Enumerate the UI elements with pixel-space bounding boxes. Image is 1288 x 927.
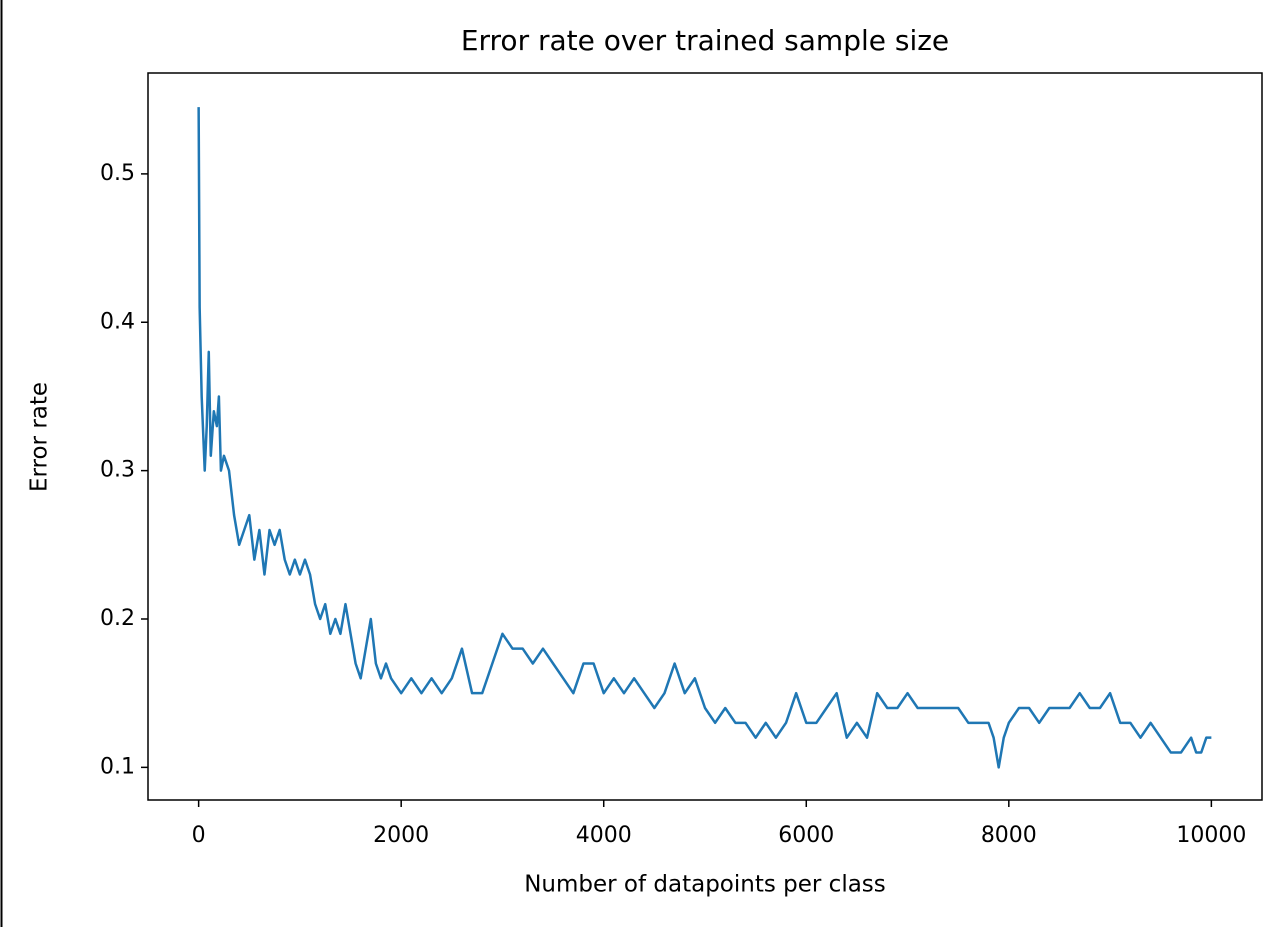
y-tick-label: 0.1: [100, 754, 135, 779]
y-tick-label: 0.3: [100, 458, 135, 483]
y-tick-label: 0.5: [100, 161, 135, 186]
x-tick-label: 0: [192, 823, 206, 848]
y-axis-label: Error rate: [27, 382, 53, 492]
y-tick-label: 0.2: [100, 606, 135, 631]
x-tick-label: 6000: [778, 823, 834, 848]
x-axis-label: Number of datapoints per class: [524, 872, 886, 898]
x-tick-label: 4000: [576, 823, 632, 848]
plot-frame: [147, 72, 1263, 801]
x-tick-label: 2000: [373, 823, 429, 848]
y-tick-label: 0.4: [100, 309, 135, 334]
x-tick-label: 8000: [981, 823, 1037, 848]
data-line: [197, 107, 1212, 769]
chart-title: Error rate over trained sample size: [461, 24, 949, 57]
x-tick-label: 10000: [1176, 823, 1246, 848]
